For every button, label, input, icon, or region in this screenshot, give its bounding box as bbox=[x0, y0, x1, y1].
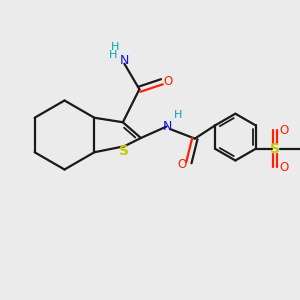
Text: H: H bbox=[174, 110, 182, 120]
Text: S: S bbox=[270, 142, 280, 156]
Text: N: N bbox=[120, 54, 129, 67]
Text: H: H bbox=[109, 50, 117, 60]
Text: O: O bbox=[164, 75, 173, 88]
Text: O: O bbox=[279, 124, 288, 137]
Text: O: O bbox=[178, 158, 187, 172]
Text: S: S bbox=[119, 144, 129, 158]
Text: H: H bbox=[111, 42, 120, 52]
Text: N: N bbox=[162, 119, 172, 133]
Text: O: O bbox=[279, 161, 288, 174]
